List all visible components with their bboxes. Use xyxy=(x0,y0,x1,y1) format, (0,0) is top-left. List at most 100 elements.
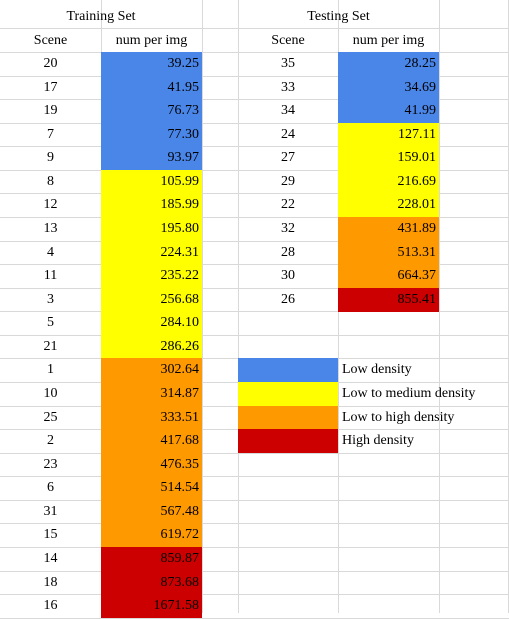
training-num-cell[interactable]: 859.87 xyxy=(101,546,202,571)
training-num-cell[interactable]: 39.25 xyxy=(101,52,202,76)
row-divider xyxy=(0,123,509,124)
testing-scene-cell[interactable]: 24 xyxy=(281,126,295,142)
testing-scene-cell[interactable]: 32 xyxy=(281,220,295,236)
training-num-cell[interactable]: 93.97 xyxy=(101,146,202,171)
training-num-cell[interactable]: 105.99 xyxy=(101,169,202,194)
testing-num-cell[interactable]: 855.41 xyxy=(338,287,439,312)
column-divider xyxy=(202,0,203,613)
training-scene-cell[interactable]: 19 xyxy=(43,103,58,119)
training-num-cell[interactable]: 476.35 xyxy=(101,452,202,477)
training-scene-cell[interactable]: 18 xyxy=(43,574,58,590)
training-scene-cell[interactable]: 7 xyxy=(47,126,54,142)
row-divider xyxy=(0,288,509,289)
testing-scene-cell[interactable]: 22 xyxy=(281,197,295,213)
testing-num-cell[interactable]: 159.01 xyxy=(338,146,439,171)
testing-set-title[interactable]: Testing Set xyxy=(307,9,370,24)
training-num-cell[interactable]: 286.26 xyxy=(101,334,202,359)
testing-scene-cell[interactable]: 33 xyxy=(281,79,295,95)
row-divider xyxy=(0,571,509,572)
row-divider xyxy=(0,28,509,29)
training-scene-cell[interactable]: 4 xyxy=(47,244,54,260)
training-num-cell[interactable]: 333.51 xyxy=(101,405,202,430)
training-scene-cell[interactable]: 5 xyxy=(47,315,54,331)
testing-scene-cell[interactable]: 35 xyxy=(281,56,295,71)
legend-swatch-low-medium[interactable] xyxy=(238,381,338,406)
training-num-cell[interactable]: 41.95 xyxy=(101,75,202,100)
testing-num-cell[interactable]: 431.89 xyxy=(338,216,439,241)
row-divider xyxy=(0,193,509,194)
training-num-cell[interactable]: 224.31 xyxy=(101,240,202,265)
training-num-cell[interactable]: 417.68 xyxy=(101,429,202,454)
row-divider xyxy=(0,594,509,595)
row-divider xyxy=(0,264,509,265)
training-num-cell[interactable]: 567.48 xyxy=(101,499,202,524)
legend-label[interactable]: Low density xyxy=(342,362,412,378)
legend-label[interactable]: High density xyxy=(342,433,414,449)
training-scene-cell[interactable]: 10 xyxy=(43,385,58,401)
testing-num-cell[interactable]: 28.25 xyxy=(338,52,439,76)
training-scene-cell[interactable]: 12 xyxy=(43,197,58,213)
row-divider xyxy=(0,217,509,218)
training-scene-cell[interactable]: 2 xyxy=(47,433,54,449)
testing-num-cell[interactable]: 127.11 xyxy=(338,122,439,147)
training-scene-cell[interactable]: 9 xyxy=(47,150,54,166)
training-scene-cell[interactable]: 6 xyxy=(47,480,54,496)
legend-swatch-high[interactable] xyxy=(238,429,338,454)
training-scene-cell[interactable]: 16 xyxy=(43,598,58,614)
training-num-cell[interactable]: 1671.58 xyxy=(101,594,202,619)
testing-scene-cell[interactable]: 34 xyxy=(281,103,295,119)
testing-scene-cell[interactable]: 30 xyxy=(281,268,295,284)
testing-num-cell[interactable]: 34.69 xyxy=(338,75,439,100)
testing-num-header[interactable]: num per img xyxy=(352,33,425,48)
testing-scene-header[interactable]: Scene xyxy=(271,33,305,48)
training-scene-cell[interactable]: 3 xyxy=(47,291,54,307)
training-scene-cell[interactable]: 20 xyxy=(43,56,58,71)
legend-label[interactable]: Low to medium density xyxy=(342,385,476,401)
training-scene-cell[interactable]: 11 xyxy=(43,268,58,284)
legend-label[interactable]: Low to high density xyxy=(342,409,455,425)
training-num-cell[interactable]: 302.64 xyxy=(101,358,202,383)
row-divider xyxy=(0,170,509,171)
training-num-cell[interactable]: 195.80 xyxy=(101,216,202,241)
testing-num-cell[interactable]: 216.69 xyxy=(338,169,439,194)
testing-num-cell[interactable]: 664.37 xyxy=(338,264,439,289)
training-scene-cell[interactable]: 25 xyxy=(43,409,58,425)
testing-num-cell[interactable]: 228.01 xyxy=(338,193,439,218)
training-scene-cell[interactable]: 17 xyxy=(43,79,58,95)
training-scene-cell[interactable]: 23 xyxy=(43,456,58,472)
training-scene-header[interactable]: Scene xyxy=(33,33,68,48)
training-num-cell[interactable]: 314.87 xyxy=(101,381,202,406)
training-num-cell[interactable]: 256.68 xyxy=(101,287,202,312)
row-divider xyxy=(0,476,509,477)
training-num-cell[interactable]: 185.99 xyxy=(101,193,202,218)
training-scene-cell[interactable]: 1 xyxy=(47,362,54,378)
training-num-cell[interactable]: 76.73 xyxy=(101,99,202,124)
training-scene-cell[interactable]: 31 xyxy=(43,503,58,519)
testing-num-cell[interactable]: 513.31 xyxy=(338,240,439,265)
training-num-cell[interactable]: 514.54 xyxy=(101,476,202,501)
training-scene-cell[interactable]: 8 xyxy=(47,173,54,189)
legend-swatch-low[interactable] xyxy=(238,358,338,383)
row-divider xyxy=(0,241,509,242)
training-scene-cell[interactable]: 21 xyxy=(43,338,58,354)
testing-scene-cell[interactable]: 26 xyxy=(281,291,295,307)
training-num-cell[interactable]: 284.10 xyxy=(101,311,202,336)
column-divider xyxy=(238,0,239,613)
training-scene-cell[interactable]: 15 xyxy=(43,527,58,543)
training-set-title[interactable]: Training Set xyxy=(66,9,136,24)
training-num-cell[interactable]: 77.30 xyxy=(101,122,202,147)
testing-scene-cell[interactable]: 28 xyxy=(281,244,295,260)
row-divider xyxy=(0,523,509,524)
training-num-cell[interactable]: 873.68 xyxy=(101,570,202,595)
row-divider xyxy=(0,52,509,53)
training-scene-cell[interactable]: 13 xyxy=(43,220,58,236)
training-num-cell[interactable]: 619.72 xyxy=(101,523,202,548)
training-num-header[interactable]: num per img xyxy=(115,33,188,48)
testing-num-cell[interactable]: 41.99 xyxy=(338,99,439,124)
training-num-cell[interactable]: 235.22 xyxy=(101,264,202,289)
legend-swatch-low-high[interactable] xyxy=(238,405,338,430)
training-scene-cell[interactable]: 14 xyxy=(43,550,58,566)
testing-scene-cell[interactable]: 29 xyxy=(281,173,295,189)
row-divider xyxy=(0,146,509,147)
testing-scene-cell[interactable]: 27 xyxy=(281,150,295,166)
